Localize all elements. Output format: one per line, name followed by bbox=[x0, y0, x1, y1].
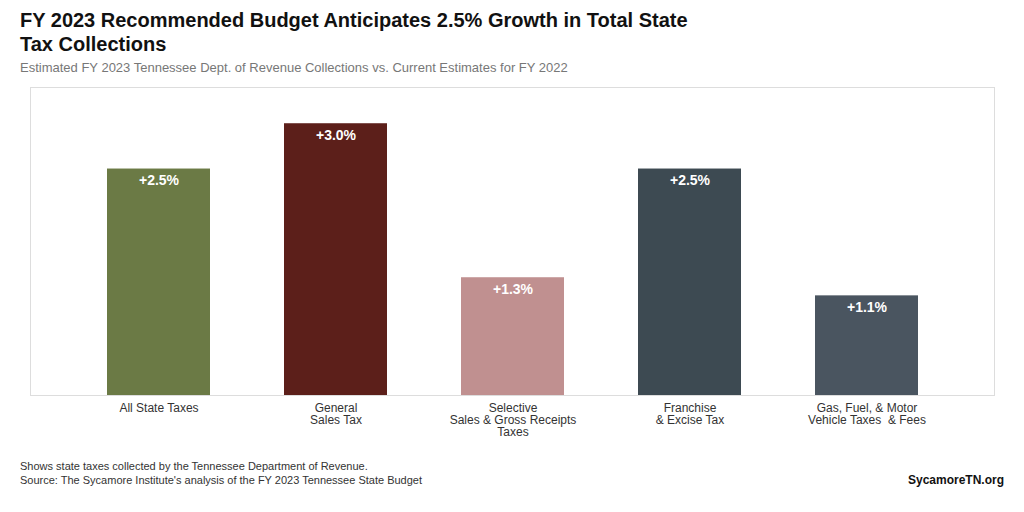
svg-text:GeneralSales Tax: GeneralSales Tax bbox=[310, 401, 362, 427]
svg-text:+3.0%: +3.0% bbox=[316, 127, 357, 143]
svg-text:+1.3%: +1.3% bbox=[493, 281, 534, 297]
svg-text:SelectiveSales & Gross Receipt: SelectiveSales & Gross ReceiptsTaxes bbox=[450, 401, 577, 439]
html-text:Estimated FY 2023 Tennessee De: Estimated FY 2023 Tennessee Dept. of Rev… bbox=[20, 60, 568, 75]
svg-text:+2.5%: +2.5% bbox=[139, 172, 180, 188]
html-text:SycamoreTN.org: SycamoreTN.org bbox=[908, 473, 1004, 488]
svg-text:+1.1%: +1.1% bbox=[847, 299, 888, 315]
svg-text:Franchise& Excise Tax: Franchise& Excise Tax bbox=[656, 401, 724, 427]
html-text:FY 2023 Recommended Budget Ant: FY 2023 Recommended Budget Anticipates 2… bbox=[20, 9, 688, 55]
svg-text:+2.5%: +2.5% bbox=[670, 172, 711, 188]
svg-text:Gas, Fuel, & MotorVehicle Taxe: Gas, Fuel, & MotorVehicle Taxes & Fees bbox=[808, 401, 926, 427]
svg-text:All State Taxes: All State Taxes bbox=[119, 401, 198, 415]
html-text:Shows state taxes collected by: Shows state taxes collected by the Tenne… bbox=[20, 459, 422, 487]
